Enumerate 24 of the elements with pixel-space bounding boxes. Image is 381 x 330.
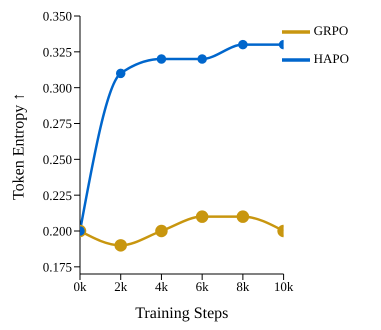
x-axis-title: Training Steps [135, 305, 228, 322]
x-tick-label: 2k [114, 279, 128, 294]
y-tick-label: 0.275 [42, 116, 72, 132]
point [197, 54, 207, 64]
y-tick-label: 0.175 [42, 259, 72, 274]
y-tick-label: 0.200 [42, 224, 72, 239]
x-tick-label: 8k [236, 279, 250, 294]
legend-label: GRPO [314, 22, 348, 38]
y-tick-label: 0.350 [42, 8, 72, 24]
y-tick-label: 0.250 [42, 152, 72, 167]
point [156, 54, 166, 64]
point [238, 40, 248, 50]
x-tick-label: 0k [74, 279, 87, 294]
point [155, 224, 168, 238]
y-tick-label: 0.225 [42, 188, 72, 203]
x-tick-label: 6k [196, 279, 210, 294]
point [196, 210, 208, 223]
y-tick-label: 0.325 [42, 44, 72, 60]
legend-label: HAPO [314, 50, 349, 66]
point [236, 210, 250, 223]
y-tick-label: 0.300 [42, 80, 72, 96]
x-tick-label: 4k [154, 279, 168, 294]
y-axis-title: Token Entropy ↑ [10, 92, 28, 200]
x-tick-label: 10k [274, 279, 294, 294]
